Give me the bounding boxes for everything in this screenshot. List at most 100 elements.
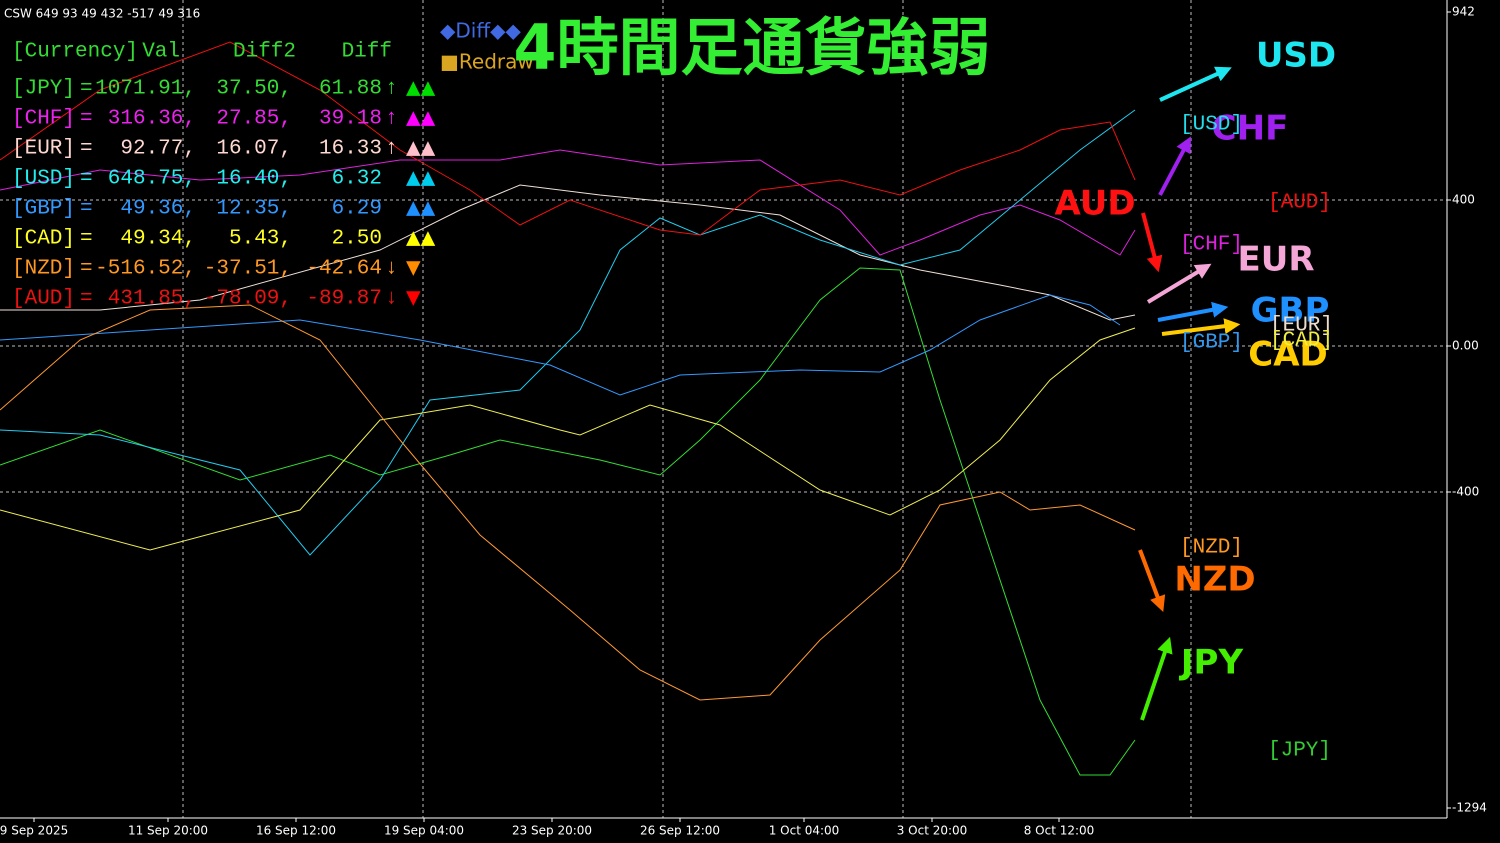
arrow — [1158, 136, 1191, 196]
currency: [CHF] — [12, 108, 75, 131]
x-tick-label: 11 Sep 20:00 — [128, 824, 208, 838]
trend-marks: ▲▲ — [406, 167, 436, 189]
equals: = — [80, 78, 93, 101]
jpy-line — [0, 267, 1136, 776]
arrows — [1138, 66, 1241, 721]
diff: 39.18 — [319, 108, 382, 131]
currency-annotation: EUR — [1237, 240, 1314, 280]
trend-marks: ▼ — [406, 257, 421, 279]
y-tick-label: -400 — [1452, 485, 1479, 499]
column-header: Diff — [342, 41, 392, 64]
equals: = — [80, 108, 93, 131]
y-tick-label: -1294 — [1452, 801, 1487, 815]
x-tick-label: 1 Oct 04:00 — [769, 824, 840, 838]
arrow — [1159, 66, 1232, 102]
currency: [EUR] — [12, 138, 75, 161]
arrow — [1141, 212, 1163, 273]
diff2: 5.43, — [229, 228, 292, 251]
column-header: Val — [142, 41, 180, 64]
currency-tag: [EUR] — [1270, 315, 1333, 338]
trend-marks: ▲▲ — [406, 107, 436, 129]
arrow — [1146, 263, 1212, 304]
trend-arrow: ↑ — [385, 138, 398, 161]
val: 316.36, — [108, 108, 196, 131]
y-tick-label: 400 — [1452, 193, 1475, 207]
currency-tag: [JPY] — [1268, 740, 1331, 763]
x-tick-label: 9 Sep 2025 — [0, 824, 68, 838]
legend-item: ■Redraw — [440, 50, 534, 74]
trend-marks: ▲▲ — [406, 77, 436, 99]
trend-marks: ▲▲ — [406, 137, 436, 159]
trend-arrow: ↓ — [385, 288, 398, 311]
x-tick-label: 23 Sep 20:00 — [512, 824, 592, 838]
currency: [JPY] — [12, 78, 75, 101]
y-tick-label: 0.00 — [1452, 339, 1479, 353]
trend-arrow: ↑ — [385, 78, 398, 101]
currency: [USD] — [12, 168, 75, 191]
arrow — [1140, 636, 1173, 721]
diff2: 16.40, — [216, 168, 292, 191]
x-tick-label: 3 Oct 20:00 — [897, 824, 968, 838]
currency-lines — [0, 41, 1136, 776]
val: -516.52, — [95, 258, 196, 281]
equals: = — [80, 228, 93, 251]
val: 49.36, — [120, 198, 196, 221]
trend-arrow: ↓ — [385, 258, 398, 281]
legend-item: ◆Diff◆◆ — [440, 19, 521, 43]
column-header: [Currency] — [12, 41, 138, 64]
equals: = — [80, 168, 93, 191]
diff: 6.29 — [332, 198, 382, 221]
val: 49.34, — [120, 228, 196, 251]
currency-annotation: USD — [1256, 36, 1336, 76]
currency-tag: [CHF] — [1180, 234, 1243, 257]
x-tick-label: 8 Oct 12:00 — [1024, 824, 1095, 838]
diff: -42.64 — [306, 258, 382, 281]
val: 92.77, — [120, 138, 196, 161]
currency-annotation: GBP — [1251, 291, 1330, 331]
trend-marks: ▲▲ — [406, 227, 436, 249]
diff2: 37.50, — [216, 78, 292, 101]
val: 1071.91, — [95, 78, 196, 101]
gbp-line — [0, 294, 1121, 396]
diff2: -37.51, — [204, 258, 292, 281]
x-tick-label: 26 Sep 12:00 — [640, 824, 720, 838]
diff2: 12.35, — [216, 198, 292, 221]
currency: [GBP] — [12, 198, 75, 221]
currency-annotation: JPY — [1179, 643, 1244, 683]
currency: [CAD] — [12, 228, 75, 251]
diff: 6.32 — [332, 168, 382, 191]
x-tick-label: 16 Sep 12:00 — [256, 824, 336, 838]
equals: = — [80, 138, 93, 161]
y-tick-label: 942 — [1452, 5, 1475, 19]
currency-annotation: CHF — [1212, 109, 1289, 149]
currency-annotation: NZD — [1174, 560, 1255, 600]
currency: [AUD] — [12, 288, 75, 311]
arrow — [1138, 549, 1166, 612]
column-header: Diff2 — [233, 41, 296, 64]
diff: 61.88 — [319, 78, 382, 101]
currency: [NZD] — [12, 258, 75, 281]
diff2: -78.09, — [204, 288, 292, 311]
usd-line — [0, 109, 1136, 556]
diff: 2.50 — [332, 228, 382, 251]
val: 648.75, — [108, 168, 196, 191]
trend-marks: ▲▲ — [406, 197, 436, 219]
currency-tag: [GBP] — [1180, 332, 1243, 355]
chart-title: 4時間足通貨強弱 — [513, 11, 990, 84]
currency-annotation: AUD — [1054, 184, 1135, 224]
diff: 16.33 — [319, 138, 382, 161]
equals: = — [80, 198, 93, 221]
trend-arrow: ↑ — [385, 108, 398, 131]
nzd-line — [0, 304, 1136, 701]
currency-annotation: CAD — [1248, 335, 1328, 375]
x-tick-label: 19 Sep 04:00 — [384, 824, 464, 838]
diff: -89.87 — [306, 288, 382, 311]
eur-line — [0, 184, 1136, 321]
diff2: 16.07, — [216, 138, 292, 161]
currency-tag: [AUD] — [1268, 192, 1331, 215]
equals: = — [80, 288, 93, 311]
currency-tag: [CAD] — [1270, 330, 1333, 353]
header: CSW 649 93 49 432 -517 49 316 — [4, 7, 200, 21]
diff2: 27.85, — [216, 108, 292, 131]
